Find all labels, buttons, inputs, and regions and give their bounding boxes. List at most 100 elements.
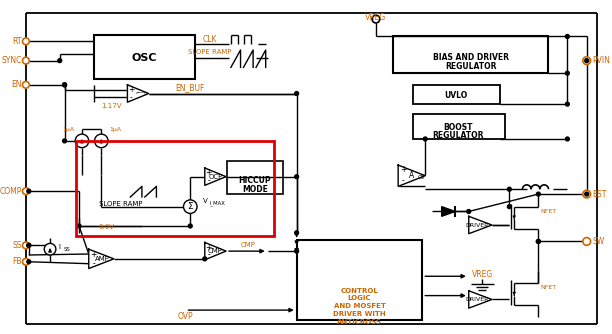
Text: SLOPE RAMP: SLOPE RAMP xyxy=(99,201,143,207)
Text: REGULATOR: REGULATOR xyxy=(432,131,484,140)
Text: DRIVER WITH: DRIVER WITH xyxy=(333,311,386,317)
Polygon shape xyxy=(89,249,114,269)
Circle shape xyxy=(565,34,569,38)
Text: MODE: MODE xyxy=(242,185,268,194)
Circle shape xyxy=(77,224,81,228)
Text: LOGIC: LOGIC xyxy=(348,296,371,302)
Text: DRIVER: DRIVER xyxy=(466,222,489,227)
Circle shape xyxy=(565,102,569,106)
Text: I: I xyxy=(59,244,61,250)
Text: -: - xyxy=(207,250,210,260)
Polygon shape xyxy=(442,207,455,216)
Circle shape xyxy=(23,188,29,195)
Circle shape xyxy=(23,259,29,265)
Circle shape xyxy=(295,231,299,235)
Circle shape xyxy=(94,134,108,148)
Text: +: + xyxy=(206,168,212,177)
Text: CS: CS xyxy=(417,175,425,180)
Text: SYNC: SYNC xyxy=(2,56,22,65)
Circle shape xyxy=(44,243,56,255)
Circle shape xyxy=(75,134,89,148)
Circle shape xyxy=(565,71,569,75)
Circle shape xyxy=(565,137,569,141)
Text: SS: SS xyxy=(64,247,70,252)
Text: V: V xyxy=(203,198,207,204)
Bar xyxy=(412,85,499,104)
Circle shape xyxy=(62,83,67,87)
Circle shape xyxy=(507,205,511,208)
Bar xyxy=(394,36,548,73)
Circle shape xyxy=(583,237,591,245)
Circle shape xyxy=(583,57,591,64)
Bar xyxy=(94,34,195,79)
Text: HICCUP: HICCUP xyxy=(239,176,271,185)
Circle shape xyxy=(585,59,589,62)
Text: BST: BST xyxy=(592,190,607,199)
Circle shape xyxy=(23,57,29,64)
Text: ANTICROSS: ANTICROSS xyxy=(337,319,382,325)
Text: SLOPE RAMP: SLOPE RAMP xyxy=(188,49,231,55)
Circle shape xyxy=(507,187,511,191)
Text: SW: SW xyxy=(592,237,605,246)
Circle shape xyxy=(23,38,29,45)
Text: OSC: OSC xyxy=(131,53,157,63)
Circle shape xyxy=(62,83,67,87)
Text: CMP: CMP xyxy=(208,248,223,254)
Circle shape xyxy=(62,139,67,143)
Text: NFET: NFET xyxy=(540,209,556,214)
Circle shape xyxy=(23,242,29,249)
Text: VREG: VREG xyxy=(365,13,387,22)
Text: AND MOSFET: AND MOSFET xyxy=(334,303,386,309)
Text: +: + xyxy=(400,165,406,174)
Text: VREG: VREG xyxy=(472,270,493,279)
Text: NFET: NFET xyxy=(540,285,556,290)
Text: I_MAX: I_MAX xyxy=(209,200,225,206)
Text: 1.17V: 1.17V xyxy=(101,103,121,109)
Text: RT: RT xyxy=(12,37,22,46)
Text: EN: EN xyxy=(12,80,22,89)
Text: OCP: OCP xyxy=(208,174,223,180)
Circle shape xyxy=(372,15,380,23)
Text: +: + xyxy=(91,249,97,259)
Bar xyxy=(76,141,274,236)
Text: UVLO: UVLO xyxy=(444,91,468,100)
Circle shape xyxy=(27,189,31,193)
Text: CLK: CLK xyxy=(203,35,217,44)
Text: 1µA: 1µA xyxy=(62,127,74,132)
Text: BIAS AND DRIVER: BIAS AND DRIVER xyxy=(433,53,509,62)
Circle shape xyxy=(467,209,471,213)
Polygon shape xyxy=(205,168,226,185)
Text: Σ: Σ xyxy=(187,202,193,211)
Text: A: A xyxy=(409,171,414,180)
Polygon shape xyxy=(127,85,149,102)
Text: -: - xyxy=(207,176,210,185)
Text: REGULATOR: REGULATOR xyxy=(445,62,496,71)
Circle shape xyxy=(295,175,299,179)
Text: +: + xyxy=(206,243,212,252)
Circle shape xyxy=(295,249,299,253)
Text: -: - xyxy=(130,93,133,102)
Circle shape xyxy=(58,59,62,62)
Text: EN_BUF: EN_BUF xyxy=(176,83,205,92)
Circle shape xyxy=(583,190,591,198)
Text: COMP: COMP xyxy=(0,187,22,196)
Text: CMP: CMP xyxy=(241,242,256,248)
Circle shape xyxy=(27,260,31,264)
Text: 0.6V: 0.6V xyxy=(99,224,114,230)
Bar xyxy=(297,240,422,320)
Bar xyxy=(412,114,504,139)
Circle shape xyxy=(424,137,427,141)
Text: ⌐¬: ⌐¬ xyxy=(136,91,146,96)
Text: AMP: AMP xyxy=(95,256,110,262)
Text: SS: SS xyxy=(12,241,22,250)
Circle shape xyxy=(537,239,540,243)
Circle shape xyxy=(23,81,29,88)
Text: -: - xyxy=(92,259,95,268)
Text: +: + xyxy=(128,85,135,94)
Polygon shape xyxy=(469,291,492,308)
Circle shape xyxy=(537,239,540,243)
Text: 1µA: 1µA xyxy=(109,127,121,132)
Text: PVIN: PVIN xyxy=(592,56,610,65)
Text: OVP: OVP xyxy=(177,312,193,321)
Text: DRIVER: DRIVER xyxy=(466,297,489,302)
